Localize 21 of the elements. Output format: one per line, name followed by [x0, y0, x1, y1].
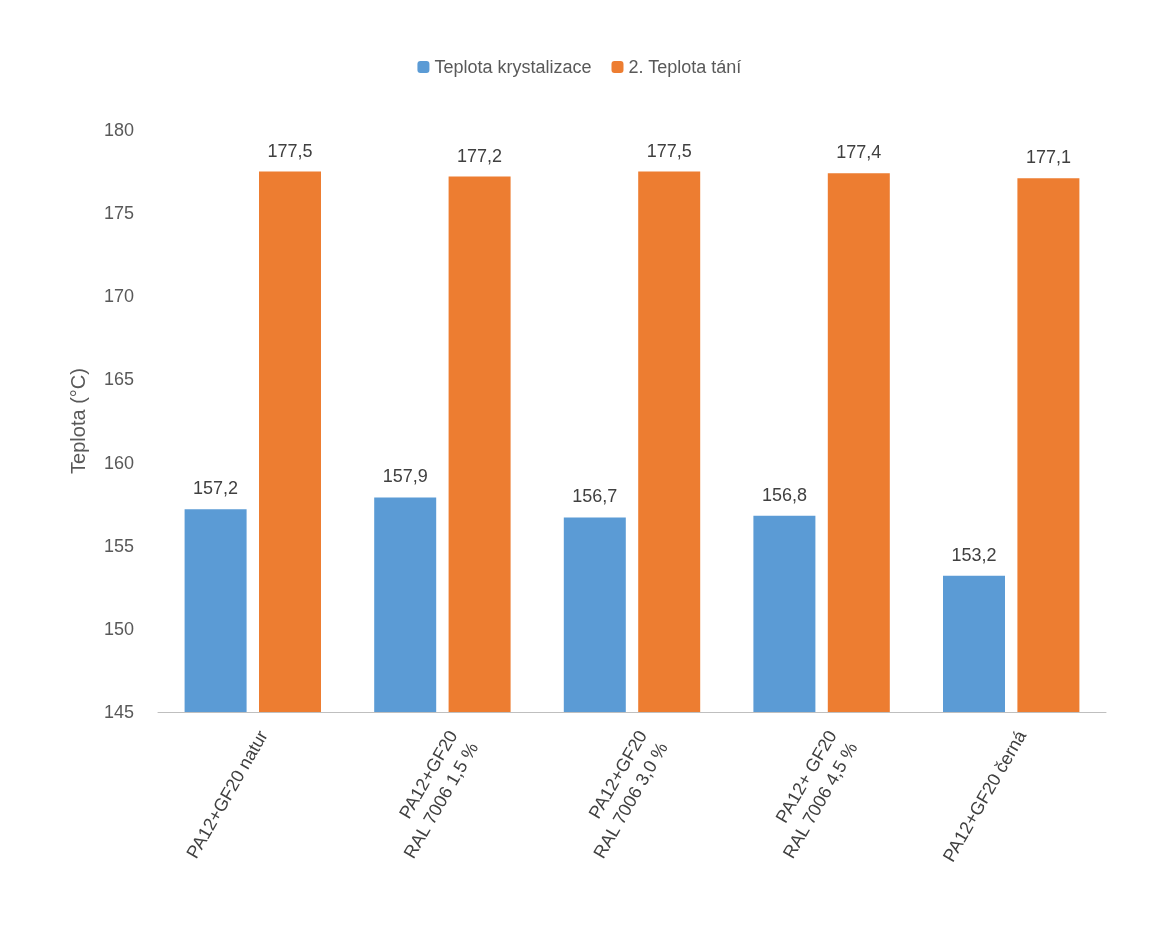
data-label: 157,9: [382, 466, 428, 487]
y-tick-label: 155: [103, 535, 134, 556]
y-tick-label: 165: [103, 369, 134, 390]
data-label: 177,4: [836, 142, 882, 163]
y-axis-title: Teplota (°C): [67, 368, 89, 474]
data-label: 177,5: [646, 140, 692, 161]
legend-label: 2. Teplota tání: [628, 57, 742, 77]
legend-label: Teplota krystalizace: [434, 57, 592, 77]
data-label: 177,1: [1025, 147, 1071, 168]
data-label: 156,8: [761, 484, 807, 505]
data-label: 157,2: [193, 478, 239, 499]
data-label: 177,2: [457, 145, 503, 166]
data-label: 156,7: [572, 486, 618, 507]
y-tick-label: 180: [103, 120, 134, 140]
data-label: 177,5: [267, 140, 313, 161]
y-tick-label: 145: [103, 702, 134, 722]
y-tick-label: 150: [103, 618, 134, 639]
data-label: 153,2: [951, 544, 997, 565]
y-tick-label: 160: [103, 452, 134, 473]
y-tick-label: 170: [103, 286, 134, 307]
y-tick-label: 175: [103, 203, 134, 224]
